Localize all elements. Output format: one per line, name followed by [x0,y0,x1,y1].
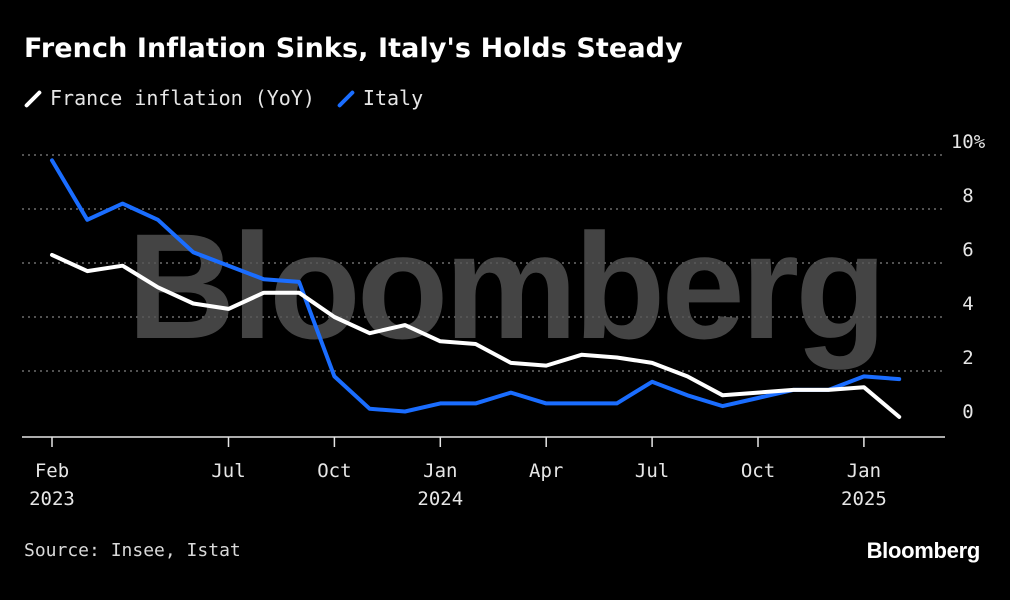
source-note: Source: Insee, Istat [24,540,241,561]
gridlines [22,154,945,372]
y-tick-label: 0 [962,401,973,423]
bloomberg-logo: Bloomberg [866,538,981,563]
x-tick-year-label: 2023 [29,488,75,510]
chart-title: French Inflation Sinks, Italy's Holds St… [24,33,683,64]
x-tick-label: Jul [635,460,669,482]
watermark-text: Bloomberg [127,202,883,370]
legend-label-italy: Italy [362,86,424,110]
x-tick-label: Oct [317,460,351,482]
x-tick-label: Jan [847,460,881,482]
legend: France inflation (YoY) Italy [24,86,445,110]
x-tick-label: Jul [211,460,245,482]
series-lines [50,158,902,419]
x-tick-year-label: 2024 [417,488,463,510]
legend-label-france: France inflation (YoY) [50,86,315,110]
y-tick-label: 6 [962,239,973,261]
y-tick-label: 10% [951,131,986,153]
y-axis-ticks: 10% 8 6 4 2 0 [951,131,986,423]
y-tick-label: 8 [962,185,973,207]
x-tick-label: Oct [741,460,775,482]
x-tick-label: Apr [529,460,563,482]
y-tick-label: 2 [962,347,973,369]
x-tick-label: Feb [35,460,69,482]
legend-item-france: France inflation (YoY) [24,86,315,110]
y-tick-label: 4 [962,293,973,315]
x-tick-label: Jan [423,460,457,482]
x-axis-ticks: Feb 2023 Jul Oct Jan 2024 Apr Jul Oct Jan 2025 [29,437,887,510]
x-tick-year-label: 2025 [841,488,887,510]
legend-item-italy: Italy [337,86,423,110]
